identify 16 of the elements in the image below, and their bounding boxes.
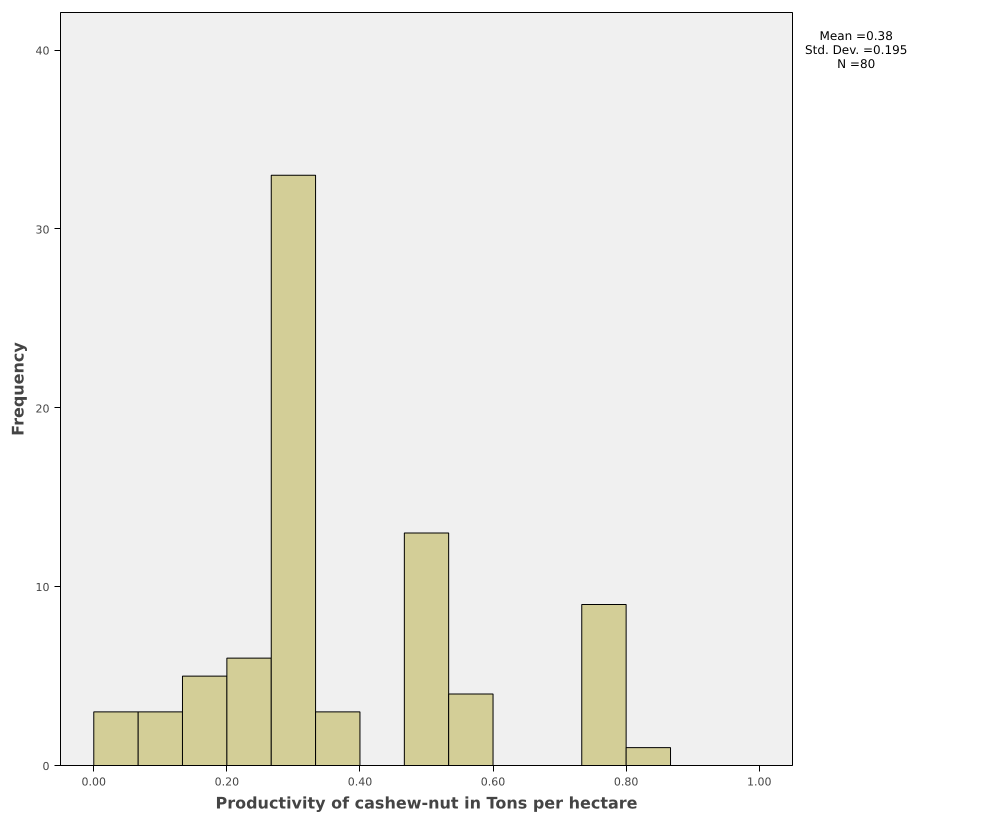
text: N =80 — [837, 57, 876, 71]
x-tick-label: 0.00 — [82, 776, 106, 788]
y-tick-label: 20 — [36, 402, 50, 416]
x-tick-label: 0.40 — [348, 776, 372, 788]
x-axis-title: Productivity of cashew-nut in Tons per hectare — [215, 794, 638, 812]
y-tick-label: 30 — [36, 223, 50, 236]
x-tick-label: 1.00 — [746, 776, 772, 788]
y-tick-label: 10 — [36, 581, 50, 594]
x-tick-label: 0.20 — [214, 776, 240, 788]
text: Std. Dev. =0.195 — [805, 43, 908, 57]
y-axis-title: Frequency — [8, 342, 28, 436]
x-tick-label: 0.80 — [614, 776, 638, 788]
x-tick-label: 0.60 — [480, 776, 506, 788]
text: Mean =0.38 — [820, 29, 893, 43]
y-tick-label: 40 — [36, 44, 50, 58]
y-tick-label: 0 — [42, 760, 50, 773]
